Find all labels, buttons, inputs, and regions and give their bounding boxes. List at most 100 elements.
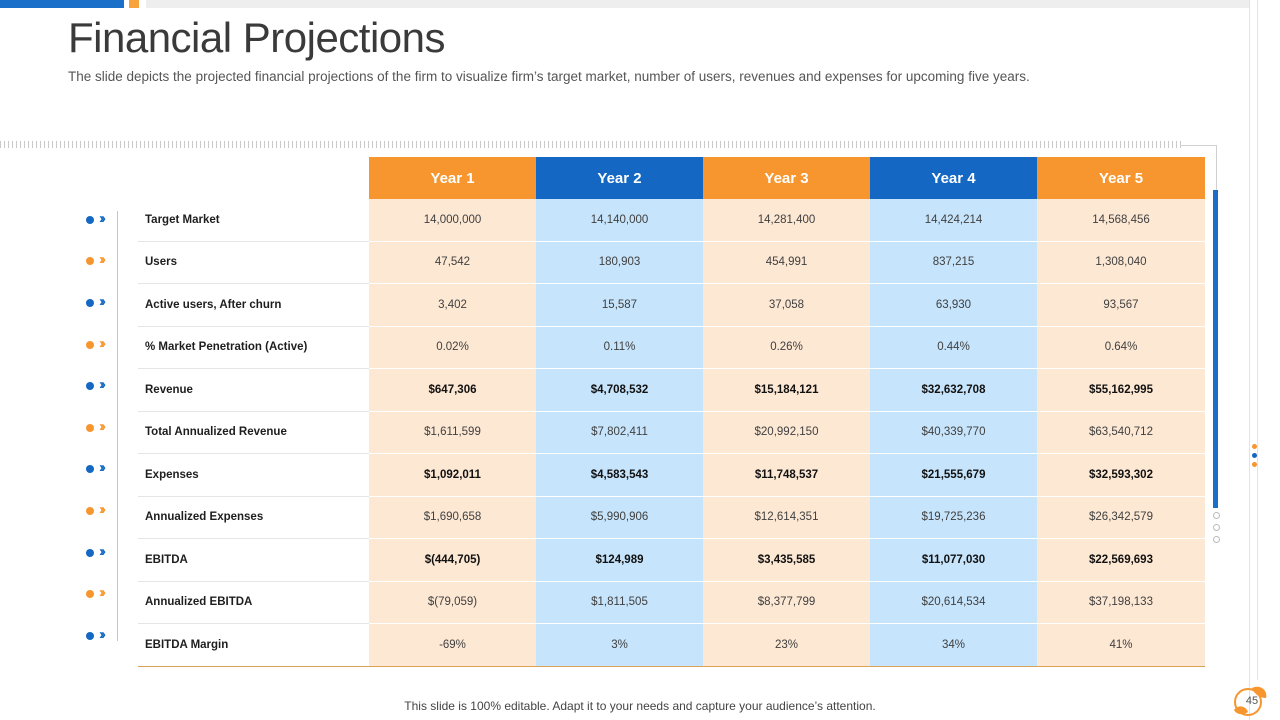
decorative-dot-icon [1252, 462, 1257, 467]
cell-year-3: $12,614,351 [703, 496, 870, 539]
row-label: EBITDA [138, 538, 369, 582]
table-row: Expenses $1,092,011 $4,583,543 $11,748,537 $… [138, 453, 1205, 497]
chevron-double-right-icon: ›› [99, 417, 106, 435]
decorative-dot-icon [1252, 444, 1257, 449]
row-marker: ›› [86, 334, 120, 352]
row-marker: ›› [86, 459, 120, 477]
cell-year-4: 63,930 [870, 283, 1037, 327]
decorative-connector-line [1180, 145, 1216, 146]
row-marker: ›› [86, 501, 120, 518]
decorative-connector-vertical [1216, 145, 1217, 191]
slide-title: Financial Projections [68, 14, 446, 61]
cell-year-2: 3% [536, 623, 703, 667]
header-year-2: Year 2 [536, 157, 703, 199]
cell-year-3: 454,991 [703, 241, 870, 284]
cell-year-3: $8,377,799 [703, 581, 870, 624]
right-divider-line-inner [1257, 0, 1258, 680]
table-row: Users 47,542 180,903 454,991 837,215 1,308,04… [138, 241, 1205, 284]
marker-dot-icon [86, 507, 94, 515]
chevron-double-right-icon: ›› [99, 584, 106, 602]
row-label: Active users, After churn [138, 283, 369, 327]
cell-year-1: $(79,059) [369, 581, 536, 624]
cell-year-1: $647,306 [369, 368, 536, 412]
row-marker: ›› [86, 584, 120, 602]
chevron-double-right-icon: ›› [99, 251, 106, 269]
top-accent-orange [129, 0, 139, 8]
cell-year-4: $32,632,708 [870, 368, 1037, 412]
cell-year-2: 180,903 [536, 241, 703, 284]
marker-dot-icon [86, 423, 94, 432]
cell-year-3: 23% [703, 623, 870, 667]
cell-year-3: 37,058 [703, 283, 870, 327]
cell-year-2: $5,990,906 [536, 496, 703, 539]
financial-projections-table: Year 1 Year 2 Year 3 Year 4 Year 5 Targe… [138, 157, 1205, 667]
table-row: Target Market 14,000,000 14,140,000 14,281,… [138, 199, 1205, 242]
table-row: Annualized EBITDA $(79,059) $1,811,505 $8,3… [138, 581, 1205, 624]
cell-year-2: 0.11% [536, 326, 703, 369]
cell-year-1: $1,611,599 [369, 411, 536, 454]
row-label: Expenses [138, 453, 369, 497]
cell-year-2: 14,140,000 [536, 199, 703, 242]
cell-year-3: 0.26% [703, 326, 870, 369]
chevron-double-right-icon: ›› [99, 334, 106, 352]
chevron-double-right-icon: ›› [99, 293, 106, 310]
table-row: Revenue $647,306 $4,708,532 $15,184,121 $32,… [138, 368, 1205, 412]
cell-year-5: 1,308,040 [1037, 241, 1205, 284]
row-marker: ›› [86, 625, 120, 643]
cell-year-4: 0.44% [870, 326, 1037, 369]
row-label: Total Annualized Revenue [138, 411, 369, 454]
row-label: Target Market [138, 199, 369, 242]
cell-year-5: $32,593,302 [1037, 453, 1205, 497]
cell-year-5: $26,342,579 [1037, 496, 1205, 539]
decorative-ring-icon [1213, 524, 1220, 531]
row-marker: ›› [86, 293, 120, 310]
cell-year-5: $55,162,995 [1037, 368, 1205, 412]
marker-dot-icon [86, 257, 94, 266]
cell-year-3: $11,748,537 [703, 453, 870, 497]
cell-year-4: $40,339,770 [870, 411, 1037, 454]
marker-dot-icon [86, 382, 94, 391]
leaf-logo-icon [1234, 686, 1267, 716]
table-row: Total Annualized Revenue $1,611,599 $7,802… [138, 411, 1205, 454]
slide-subtitle: The slide depicts the projected financia… [68, 69, 1030, 84]
cell-year-5: 41% [1037, 623, 1205, 667]
table-row: % Market Penetration (Active) 0.02% 0.11% 0… [138, 326, 1205, 369]
cell-year-4: $11,077,030 [870, 538, 1037, 582]
chevron-double-right-icon: ›› [99, 625, 106, 643]
top-accent-gray [146, 0, 1250, 8]
cell-year-2: 15,587 [536, 283, 703, 327]
row-label: % Market Penetration (Active) [138, 326, 369, 369]
marker-dot-icon [86, 215, 94, 224]
cell-year-5: $22,569,693 [1037, 538, 1205, 582]
cell-year-5: $37,198,133 [1037, 581, 1205, 624]
cell-year-1: $1,690,658 [369, 496, 536, 539]
cell-year-4: $19,725,236 [870, 496, 1037, 539]
cell-year-4: 837,215 [870, 241, 1037, 284]
marker-dot-icon [86, 465, 94, 474]
cell-year-2: $4,583,543 [536, 453, 703, 497]
table-body: Target Market 14,000,000 14,140,000 14,281,… [138, 199, 1205, 667]
header-year-4: Year 4 [870, 157, 1037, 199]
decorative-blue-bar [1213, 190, 1218, 508]
chevron-double-right-icon: ›› [99, 209, 106, 227]
table-row: EBITDA Margin -69% 3% 23% 34% 41% [138, 623, 1205, 667]
chevron-double-right-icon: ›› [99, 542, 106, 560]
footer-note: This slide is 100% editable. Adapt it to… [404, 699, 876, 713]
row-marker: ›› [86, 542, 120, 560]
chevron-double-right-icon: ›› [99, 459, 106, 477]
cell-year-5: $63,540,712 [1037, 411, 1205, 454]
row-label: Annualized EBITDA [138, 581, 369, 624]
decorative-ring-icon [1213, 536, 1220, 543]
cell-year-4: $21,555,679 [870, 453, 1037, 497]
header-year-5: Year 5 [1037, 157, 1205, 199]
cell-year-1: 0.02% [369, 326, 536, 369]
cell-year-5: 14,568,456 [1037, 199, 1205, 242]
cell-year-1: $(444,705) [369, 538, 536, 582]
cell-year-2: $7,802,411 [536, 411, 703, 454]
row-marker: ›› [86, 376, 120, 393]
marker-dot-icon [86, 299, 94, 307]
row-label: Users [138, 241, 369, 284]
table-header-row: Year 1 Year 2 Year 3 Year 4 Year 5 [138, 157, 1205, 199]
cell-year-1: 47,542 [369, 241, 536, 284]
decorative-ring-icon [1213, 512, 1220, 519]
